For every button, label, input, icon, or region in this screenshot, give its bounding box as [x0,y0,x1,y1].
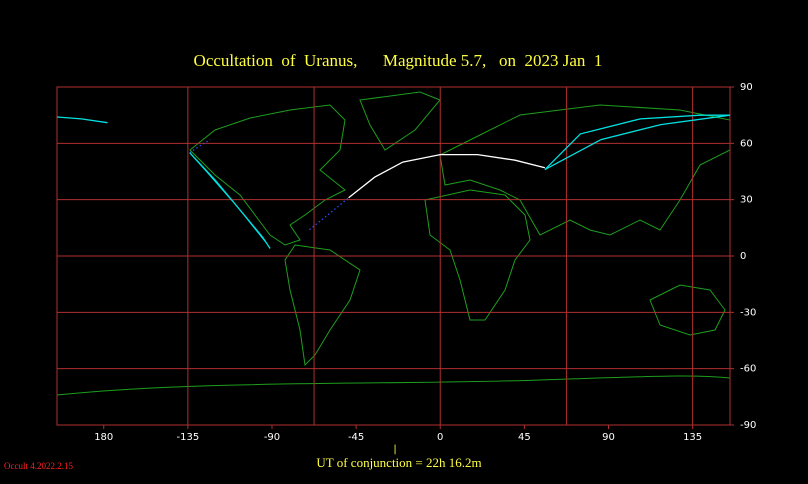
y-tick-label: 90 [740,82,753,93]
occultation-path [348,153,546,199]
occultation-path [544,114,730,171]
y-tick-label: 60 [740,138,753,149]
occultation-path [56,116,108,124]
y-tick-label: -60 [740,364,756,375]
coastline [284,244,361,367]
occultation-path [189,139,211,154]
x-tick-label: -45 [348,432,364,443]
x-tick-label: 90 [602,432,615,443]
y-tick-label: 30 [740,195,753,206]
y-tick-label: 0 [740,251,746,262]
coastline [424,189,531,321]
x-tick-label: 45 [518,432,531,443]
coastline [56,375,731,396]
conjunction-label: UT of conjunction = 22h 16.2m [316,455,481,470]
coastline [439,104,731,236]
x-tick-label: -135 [177,432,200,443]
coastline [649,284,726,336]
x-tick-label: 135 [683,432,702,443]
y-tick-label: -30 [740,307,756,318]
occultation-path [544,114,731,171]
x-tick-label: -90 [264,432,280,443]
y-tick-label: -90 [740,420,756,431]
coastline [359,91,441,151]
occultation-path [189,152,271,249]
chart-title: Occultation of Uranus, Magnitude 5.7, on… [194,51,603,70]
software-version: Occult 4.2022.2.15 [4,461,73,471]
x-tick-label: 180 [94,432,113,443]
conjunction-marker: | [393,444,396,455]
x-tick-label: 0 [437,432,443,443]
coastlines [56,91,731,396]
